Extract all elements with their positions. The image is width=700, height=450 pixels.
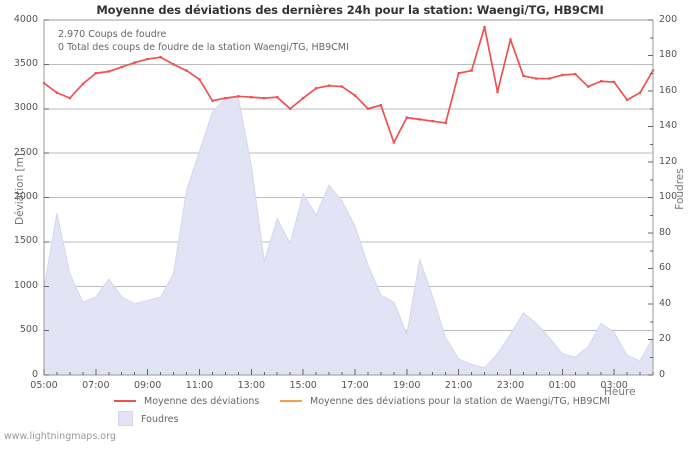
x-axis-title: Heure <box>604 386 636 398</box>
y-axis-right-tick: 160 <box>659 84 678 96</box>
y-axis-left-tick: 1500 <box>13 235 38 247</box>
annotation-strike-count: 2.970 Coups de foudre <box>58 29 167 40</box>
x-axis-tick: 17:00 <box>341 380 369 391</box>
y-axis-left-tick: 500 <box>19 324 38 336</box>
legend-item-station-deviation: Moyenne des déviations pour la station d… <box>280 396 610 407</box>
x-axis-tick: 11:00 <box>185 380 214 391</box>
legend-label-station-deviation: Moyenne des déviations pour la station d… <box>310 396 611 407</box>
x-axis-tick: 13:00 <box>237 380 265 391</box>
x-axis-tick: 03:00 <box>600 380 628 391</box>
legend-line-swatch-station <box>280 399 302 402</box>
legend-line-swatch-deviation <box>114 399 136 402</box>
y-axis-left-tick: 0 <box>31 368 38 380</box>
y-axis-right-tick: 40 <box>659 297 672 309</box>
y-axis-right-tick: 140 <box>659 120 678 131</box>
y-axis-left-tick: 2500 <box>13 146 38 158</box>
page-title: Moyenne des déviations des dernières 24h… <box>96 3 604 17</box>
legend-area-swatch-strikes <box>118 411 133 426</box>
annotation-station-total: 0 Total des coups de foudre de la statio… <box>58 42 349 53</box>
y-axis-right-tick: 100 <box>659 191 678 202</box>
y-axis-right-tick: 20 <box>659 333 672 344</box>
legend-label-strikes: Foudres <box>141 414 179 425</box>
source-watermark: www.lightningmaps.org <box>4 431 116 442</box>
y-axis-right-tick: 60 <box>659 262 672 273</box>
x-axis-tick: 05:00 <box>30 380 58 391</box>
y-axis-left-tick: 2000 <box>13 191 38 202</box>
y-axis-right-tick: 0 <box>659 368 666 380</box>
x-axis-tick: 09:00 <box>133 380 162 391</box>
y-axis-left-tick: 3000 <box>13 102 38 114</box>
y-axis-left-tick: 1000 <box>13 279 38 291</box>
x-axis-tick: 01:00 <box>548 380 576 391</box>
y-axis-right-tick: 180 <box>659 49 678 60</box>
legend-item-strikes: Foudres <box>114 411 179 427</box>
x-axis-tick: 07:00 <box>82 380 110 391</box>
y-axis-right-tick: 120 <box>659 155 678 167</box>
y-axis-left-tick: 3500 <box>13 57 38 69</box>
legend-label-deviation: Moyenne des déviations <box>144 396 260 407</box>
x-axis-tick: 15:00 <box>289 380 317 391</box>
y-axis-right-tick: 80 <box>659 226 672 238</box>
legend-item-deviation: Moyenne des déviations <box>114 396 259 407</box>
x-axis-tick: 19:00 <box>393 380 421 391</box>
y-axis-right-tick: 200 <box>659 13 678 25</box>
x-axis-tick: 23:00 <box>496 380 525 391</box>
y-axis-left-tick: 4000 <box>13 13 38 25</box>
x-axis-tick: 21:00 <box>444 380 473 391</box>
